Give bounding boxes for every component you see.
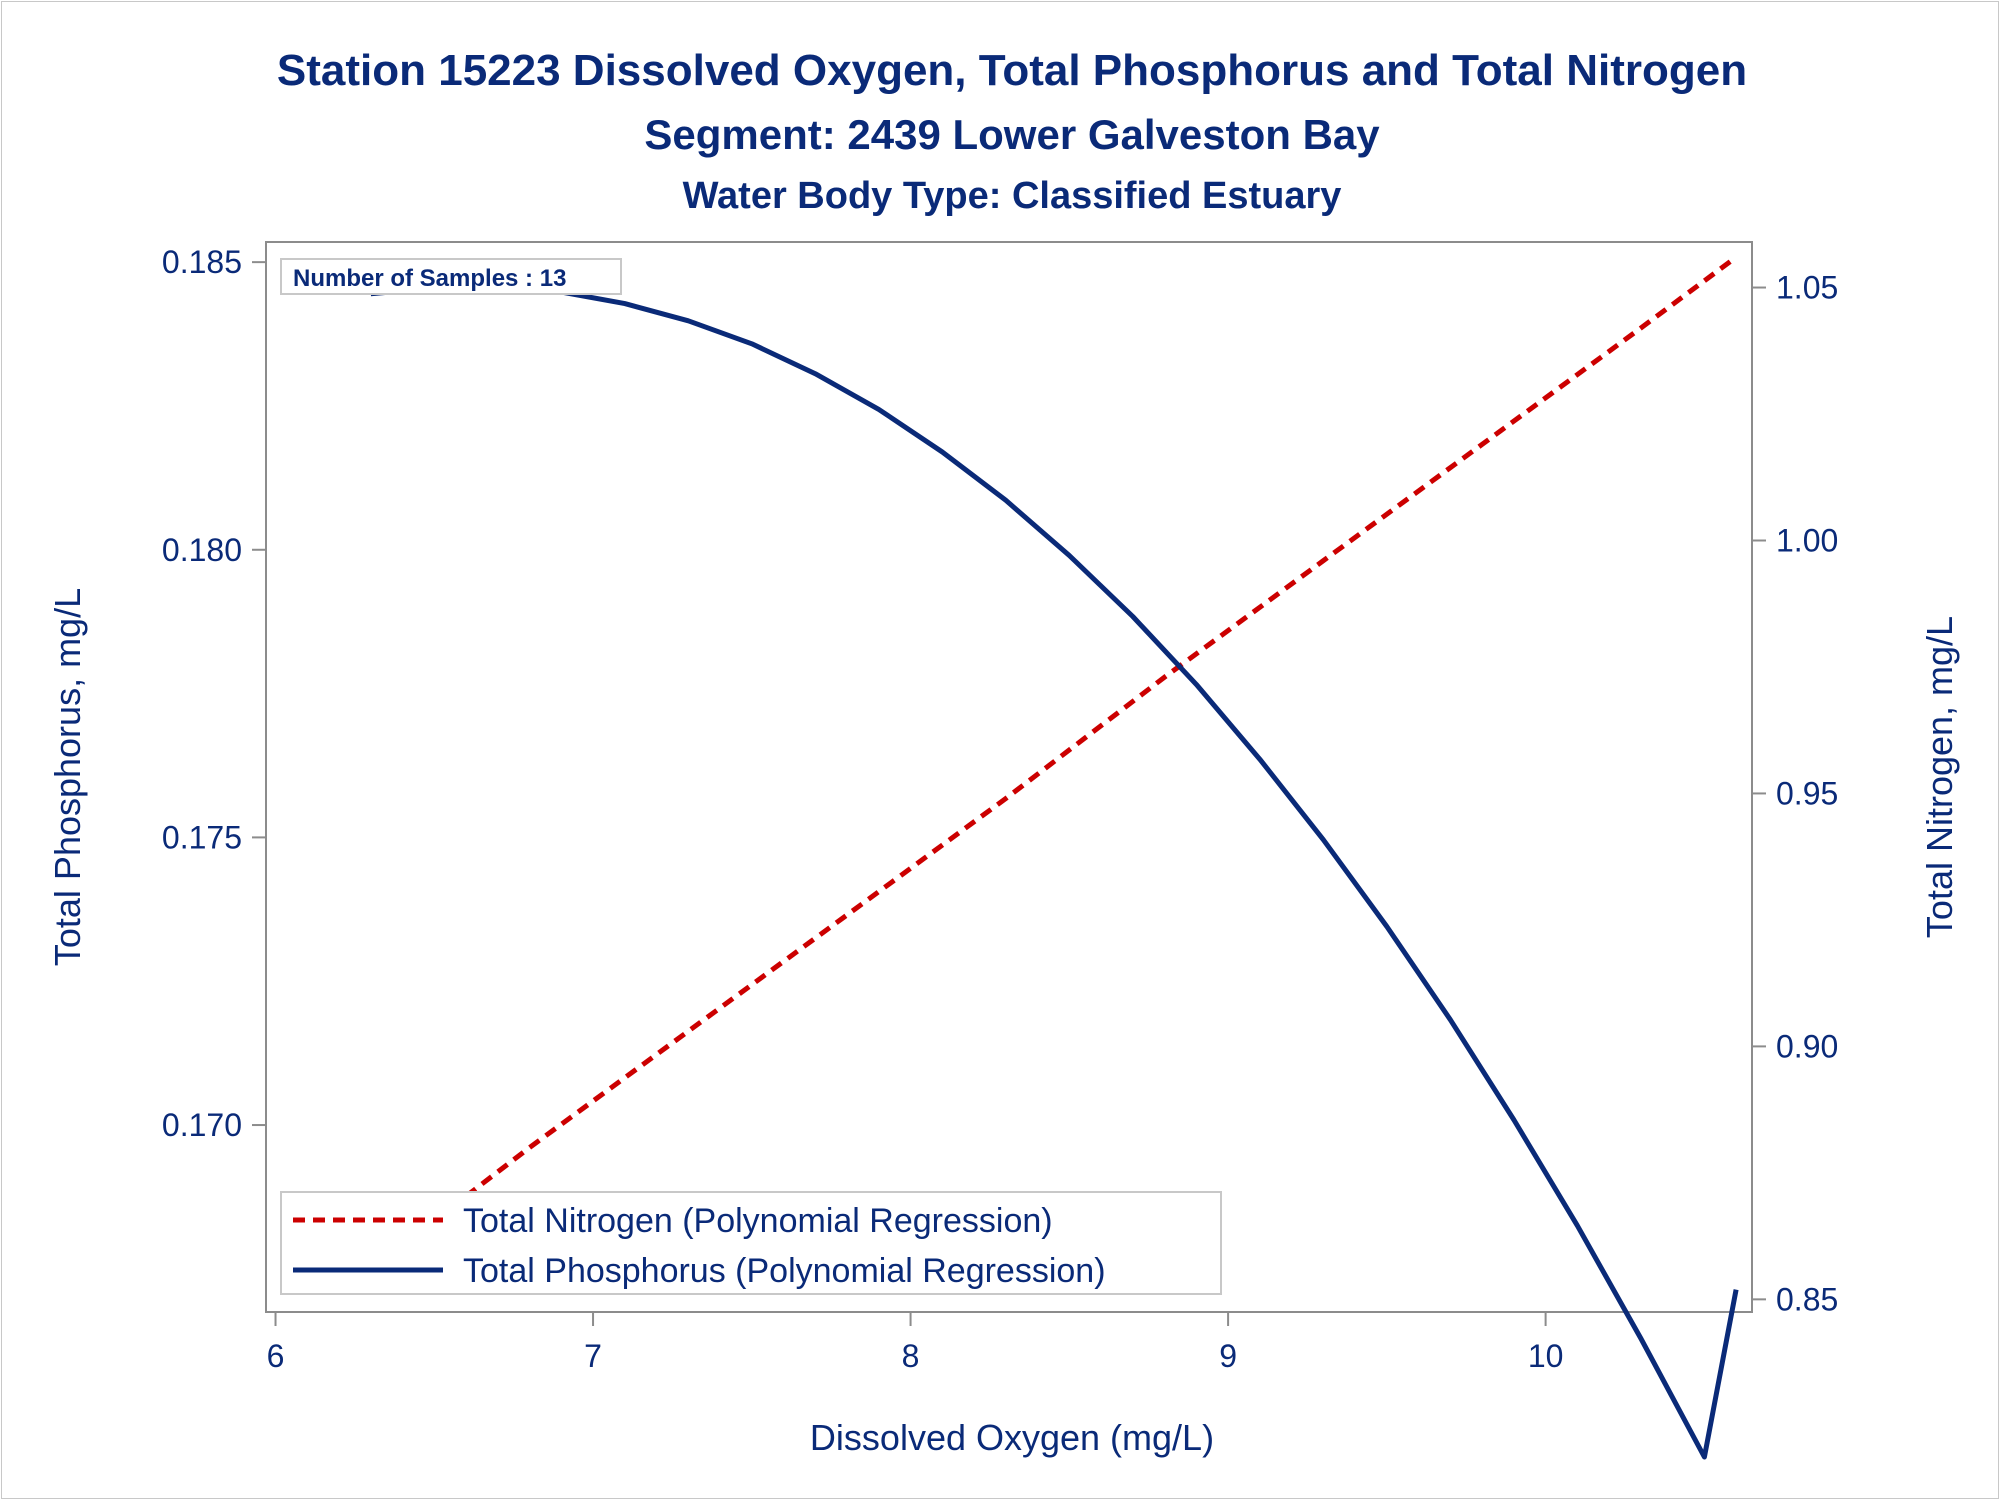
y2-tick-label: 0.90 xyxy=(1776,1028,1838,1064)
series-line-nitrogen xyxy=(369,255,1738,1271)
series-line-phosphorus xyxy=(370,285,1739,1460)
legend: Total Nitrogen (Polynomial Regression) T… xyxy=(280,1191,1222,1295)
chart-subtitle-segment: Segment: 2439 Lower Galveston Bay xyxy=(644,111,1380,158)
x-tick-label: 10 xyxy=(1528,1338,1564,1374)
x-axis-label: Dissolved Oxygen (mg/L) xyxy=(810,1417,1214,1458)
x-tick-label: 7 xyxy=(584,1338,602,1374)
sample-count-label: Number of Samples : 13 xyxy=(293,265,566,292)
x-tick-label: 9 xyxy=(1219,1338,1237,1374)
y2-tick-label: 0.95 xyxy=(1776,775,1838,811)
y2-axis-ticks: 0.85 0.90 0.95 1.00 1.05 xyxy=(1752,270,1838,1317)
legend-label-phosphorus: Total Phosphorus (Polynomial Regression) xyxy=(463,1252,1106,1290)
x-tick-label: 8 xyxy=(902,1338,920,1374)
y-tick-label: 0.185 xyxy=(162,244,242,280)
chart-title: Station 15223 Dissolved Oxygen, Total Ph… xyxy=(277,46,1747,95)
chart-subtitle-waterbody: Water Body Type: Classified Estuary xyxy=(683,175,1342,217)
y-tick-label: 0.175 xyxy=(162,819,242,855)
series-layer xyxy=(369,255,1739,1460)
x-axis-ticks: 6 7 8 9 10 xyxy=(267,1312,1564,1374)
y2-tick-label: 1.05 xyxy=(1776,270,1838,306)
legend-label-nitrogen: Total Nitrogen (Polynomial Regression) xyxy=(463,1202,1053,1240)
sample-count-inset: Number of Samples : 13 xyxy=(280,258,622,295)
y-axis-label: Total Phosphorus, mg/L xyxy=(47,588,88,966)
y2-tick-label: 1.00 xyxy=(1776,522,1838,558)
y-axis-ticks: 0.170 0.175 0.180 0.185 xyxy=(162,244,266,1143)
y-tick-label: 0.170 xyxy=(162,1107,242,1143)
x-tick-label: 6 xyxy=(267,1338,285,1374)
y-tick-label: 0.180 xyxy=(162,532,242,568)
y2-tick-label: 0.85 xyxy=(1776,1281,1838,1317)
y2-axis-label: Total Nitrogen, mg/L xyxy=(1919,616,1960,938)
plot-area xyxy=(265,241,1753,1313)
